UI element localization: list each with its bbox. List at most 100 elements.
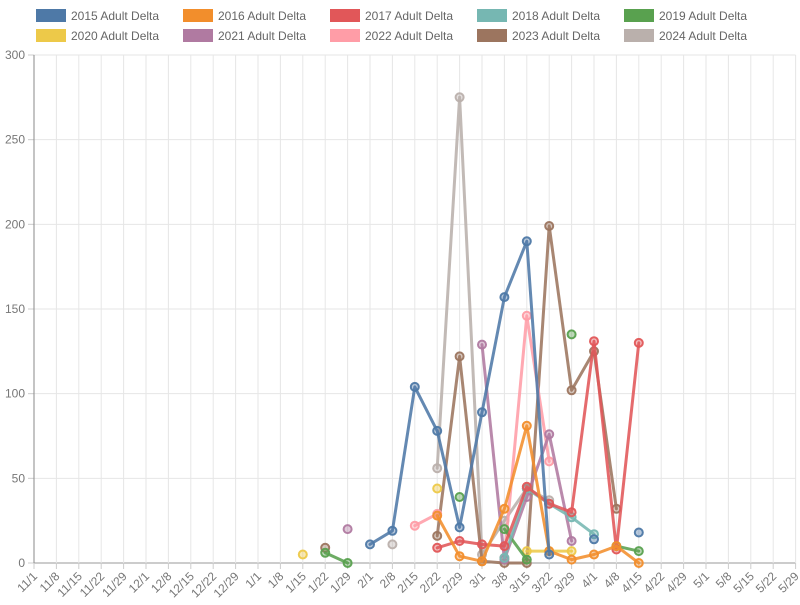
series-point-2017-adult-delta[interactable]	[633, 337, 644, 348]
x-tick-label: 5/22	[753, 569, 780, 596]
series-point-2019-adult-delta[interactable]	[342, 558, 353, 568]
legend-swatch-2016-adult-delta	[183, 9, 213, 22]
legend-label: 2015 Adult Delta	[71, 9, 159, 23]
series-point-2016-adult-delta[interactable]	[566, 554, 577, 565]
series-point-2024-adult-delta[interactable]	[454, 92, 465, 103]
series-point-2015-adult-delta[interactable]	[365, 539, 375, 550]
x-tick-label: 1/1	[242, 569, 264, 591]
series-point-2017-adult-delta[interactable]	[499, 541, 510, 552]
series-point-2019-adult-delta[interactable]	[521, 554, 532, 565]
x-tick-label: 5/1	[690, 569, 712, 591]
series-point-2018-adult-delta[interactable]	[499, 552, 510, 563]
series-point-2017-adult-delta[interactable]	[477, 539, 487, 550]
series-point-2021-adult-delta[interactable]	[544, 429, 555, 440]
series-point-2015-adult-delta[interactable]	[589, 534, 599, 545]
series-point-2022-adult-delta[interactable]	[544, 456, 555, 467]
series-point-2023-adult-delta[interactable]	[544, 221, 555, 231]
series-point-2022-adult-delta[interactable]	[521, 310, 532, 321]
legend-item-2024-adult-delta[interactable]: 2024 Adult Delta	[624, 29, 747, 43]
series-point-2023-adult-delta[interactable]	[566, 385, 577, 396]
x-tick-label: 4/15	[619, 569, 646, 596]
series-point-2015-adult-delta[interactable]	[454, 522, 465, 533]
series-point-2015-adult-delta[interactable]	[387, 525, 398, 536]
series-point-2019-adult-delta[interactable]	[320, 547, 331, 558]
legend-item-2019-adult-delta[interactable]: 2019 Adult Delta	[624, 9, 747, 23]
series-point-2019-adult-delta[interactable]	[566, 329, 577, 340]
series-point-2019-adult-delta[interactable]	[633, 546, 644, 557]
series-point-2023-adult-delta[interactable]	[454, 351, 465, 362]
series-point-2017-adult-delta[interactable]	[454, 536, 465, 546]
series-point-2015-adult-delta[interactable]	[477, 407, 487, 418]
series-point-2020-adult-delta[interactable]	[566, 546, 577, 557]
y-tick-label: 250	[5, 133, 25, 147]
series-point-2016-adult-delta[interactable]	[589, 549, 599, 560]
legend-label: 2021 Adult Delta	[218, 29, 306, 43]
series-point-2016-adult-delta[interactable]	[611, 541, 622, 552]
y-tick-label: 100	[5, 387, 25, 401]
x-tick-label: 3/29	[551, 569, 578, 596]
series-point-2016-adult-delta[interactable]	[432, 510, 443, 521]
legend-swatch-2018-adult-delta	[477, 9, 507, 22]
series-point-2023-adult-delta[interactable]	[432, 530, 443, 541]
series-point-2021-adult-delta[interactable]	[477, 339, 487, 350]
series-point-2016-adult-delta[interactable]	[521, 420, 532, 431]
series-point-2017-adult-delta[interactable]	[432, 542, 443, 553]
series-point-2021-adult-delta[interactable]	[342, 524, 353, 535]
series-point-2016-adult-delta[interactable]	[454, 551, 465, 562]
series-point-2017-adult-delta[interactable]	[566, 507, 577, 518]
x-tick-label: 5/15	[731, 569, 758, 596]
legend-swatch-2023-adult-delta	[477, 29, 507, 42]
legend-swatch-2017-adult-delta	[330, 9, 360, 22]
series-point-2015-adult-delta[interactable]	[521, 236, 532, 247]
series-point-2024-adult-delta[interactable]	[387, 539, 398, 550]
series-point-2017-adult-delta[interactable]	[521, 481, 532, 492]
series-point-2015-adult-delta[interactable]	[633, 527, 644, 538]
y-tick-label: 50	[12, 471, 26, 485]
series-point-2016-adult-delta[interactable]	[633, 558, 644, 568]
series-point-2016-adult-delta[interactable]	[499, 503, 510, 514]
x-tick-label: 3/15	[507, 569, 534, 596]
x-tick-label: 3/22	[529, 569, 556, 596]
x-tick-label: 4/29	[663, 569, 690, 596]
series-point-2017-adult-delta[interactable]	[589, 336, 599, 347]
series-point-2020-adult-delta[interactable]	[297, 549, 308, 560]
series-point-2022-adult-delta[interactable]	[409, 520, 420, 531]
x-tick-label: 1/29	[327, 569, 354, 596]
series-point-2015-adult-delta[interactable]	[409, 381, 420, 392]
x-tick-label: 4/1	[578, 569, 600, 591]
legend-label: 2019 Adult Delta	[659, 9, 747, 23]
series-point-2015-adult-delta[interactable]	[544, 549, 555, 560]
legend-item-2017-adult-delta[interactable]: 2017 Adult Delta	[330, 9, 453, 23]
legend-item-2022-adult-delta[interactable]: 2022 Adult Delta	[330, 29, 453, 43]
legend-item-2018-adult-delta[interactable]: 2018 Adult Delta	[477, 9, 600, 23]
y-tick-label: 0	[18, 556, 25, 570]
legend-label: 2023 Adult Delta	[512, 29, 600, 43]
legend-item-2016-adult-delta[interactable]: 2016 Adult Delta	[183, 9, 306, 23]
x-tick-label: 1/15	[283, 569, 310, 596]
series-line-2015-adult-delta	[368, 239, 551, 556]
legend-item-2023-adult-delta[interactable]: 2023 Adult Delta	[477, 29, 600, 43]
x-tick-label: 2/22	[417, 569, 444, 596]
x-tick-label: 12/1	[126, 569, 153, 596]
series-point-2016-adult-delta[interactable]	[477, 556, 487, 567]
legend-label: 2022 Adult Delta	[365, 29, 453, 43]
series-point-2020-adult-delta[interactable]	[432, 483, 443, 494]
series-point-2019-adult-delta[interactable]	[454, 492, 465, 502]
x-tick-label: 11/29	[99, 569, 130, 600]
x-tick-label: 5/29	[775, 569, 800, 596]
series-point-2021-adult-delta[interactable]	[566, 536, 577, 546]
legend-swatch-2022-adult-delta	[330, 29, 360, 42]
series-point-2024-adult-delta[interactable]	[432, 463, 443, 474]
legend-item-2020-adult-delta[interactable]: 2020 Adult Delta	[36, 29, 159, 43]
legend-label: 2024 Adult Delta	[659, 29, 747, 43]
legend-item-2015-adult-delta[interactable]: 2015 Adult Delta	[36, 9, 159, 23]
series-point-2015-adult-delta[interactable]	[432, 425, 443, 436]
series-point-2015-adult-delta[interactable]	[499, 292, 510, 303]
x-tick-label: 4/22	[641, 569, 668, 596]
x-tick-label: 2/1	[354, 569, 376, 591]
series-point-2019-adult-delta[interactable]	[499, 524, 510, 535]
legend-swatch-2024-adult-delta	[624, 29, 654, 42]
legend-item-2021-adult-delta[interactable]: 2021 Adult Delta	[183, 29, 306, 43]
